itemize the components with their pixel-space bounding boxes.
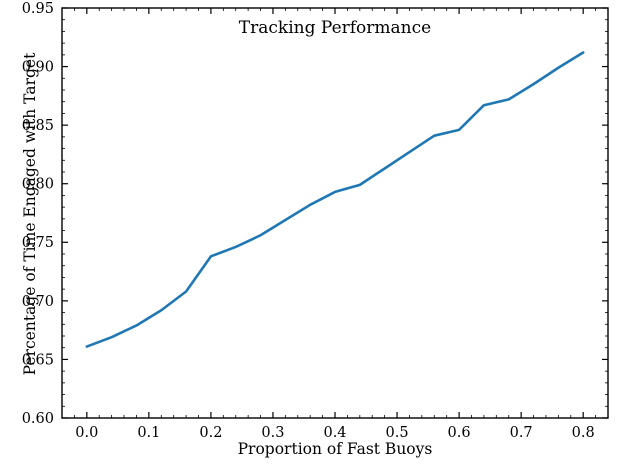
x-tick-label: 0.3 (261, 425, 284, 441)
y-tick-label: 0.75 (22, 235, 54, 251)
y-tick-label: 0.80 (22, 177, 54, 193)
chart-title: Tracking Performance (238, 18, 432, 38)
y-tick-label: 0.85 (22, 118, 54, 134)
x-axis-label: Proportion of Fast Buoys (237, 440, 433, 458)
y-tick-label: 0.70 (22, 294, 54, 310)
tracking-performance-line (85, 51, 585, 348)
x-tick-label: 0.2 (199, 425, 222, 441)
y-axis-label: Percentage of Time Engaged with Target (21, 52, 39, 376)
y-tick-label: 0.95 (22, 1, 54, 17)
x-tick-label: 0.5 (386, 425, 409, 441)
axes-frame (61, 7, 609, 419)
x-tick-label: 0.1 (137, 425, 160, 441)
x-tick-label: 0.8 (572, 425, 595, 441)
x-tick-label: 0.6 (448, 425, 471, 441)
y-tick-label: 0.65 (22, 352, 54, 368)
y-tick-label: 0.90 (22, 60, 54, 76)
x-tick-label: 0.0 (75, 425, 98, 441)
x-tick-label: 0.4 (323, 425, 346, 441)
x-tick-label: 0.7 (510, 425, 533, 441)
y-tick-label: 0.60 (22, 411, 54, 427)
